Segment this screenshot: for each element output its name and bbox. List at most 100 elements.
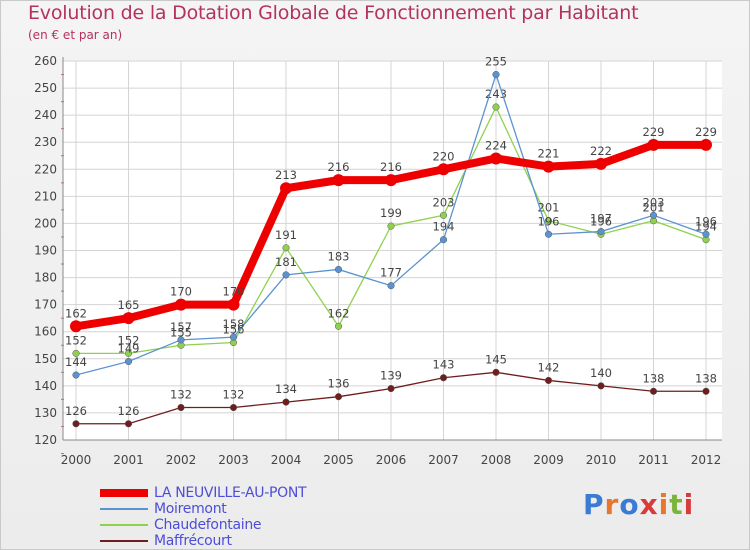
- data-label-chaudefontaine: 201: [643, 201, 665, 215]
- data-label-chaudefontaine: 156: [223, 323, 245, 337]
- data-label-la-neuville-au-pont: 170: [170, 285, 192, 299]
- legend-item: Maffrécourt: [100, 533, 306, 549]
- data-label-la-neuville-au-pont: 216: [380, 160, 402, 174]
- legend-item: Chaudefontaine: [100, 517, 306, 533]
- y-tick-label: 180: [34, 271, 57, 285]
- x-tick-label: 2006: [376, 453, 407, 467]
- data-label-moiremont: 177: [380, 266, 402, 280]
- x-tick-label: 2007: [428, 453, 459, 467]
- legend-label: Moiremont: [154, 501, 227, 517]
- chart-subtitle: (en € et par an): [28, 28, 123, 42]
- data-point-moiremont: [439, 236, 448, 244]
- data-point-chaudefontaine: [439, 211, 448, 219]
- data-point-moiremont: [387, 282, 395, 290]
- data-point-moiremont: [597, 228, 605, 236]
- x-tick-label: 2008: [481, 453, 512, 467]
- data-point-maffr-court: [282, 398, 290, 406]
- data-point-maffr-court: [334, 393, 343, 401]
- y-tick-label: 260: [34, 54, 57, 68]
- data-point-moiremont: [124, 357, 133, 366]
- data-label-moiremont: 183: [328, 249, 350, 263]
- data-label-maffr-court: 132: [170, 388, 192, 402]
- data-label-moiremont: 194: [433, 220, 455, 234]
- data-point-maffr-court: [177, 403, 185, 412]
- data-point-maffr-court: [597, 382, 605, 390]
- data-point-moiremont: [229, 333, 238, 341]
- data-label-chaudefontaine: 201: [538, 201, 560, 215]
- logo-letter: o: [619, 488, 640, 521]
- data-point-la-neuville-au-pont: [700, 138, 712, 151]
- data-point-la-neuville-au-pont: [332, 174, 345, 187]
- data-label-moiremont: 144: [65, 355, 87, 369]
- data-label-chaudefontaine: 196: [590, 214, 612, 228]
- legend-item: Moiremont: [100, 501, 306, 517]
- data-point-la-neuville-au-pont: [175, 298, 187, 311]
- data-label-la-neuville-au-pont: 216: [328, 160, 350, 174]
- x-tick-label: 2000: [61, 453, 92, 467]
- y-tick-label: 160: [34, 325, 57, 339]
- x-tick-label: 2010: [586, 453, 617, 467]
- data-point-la-neuville-au-pont: [227, 298, 240, 311]
- data-label-moiremont: 197: [590, 212, 612, 226]
- x-tick-label: 2002: [166, 453, 197, 467]
- data-point-maffr-court: [702, 387, 710, 395]
- proxiti-logo: Proxiti: [583, 488, 694, 521]
- data-label-maffr-court: 145: [485, 352, 507, 366]
- data-label-moiremont: 158: [223, 317, 245, 331]
- data-label-maffr-court: 134: [275, 382, 297, 396]
- x-tick-label: 2004: [271, 453, 302, 467]
- data-label-la-neuville-au-pont: 229: [643, 125, 665, 139]
- data-point-moiremont: [334, 265, 343, 274]
- data-label-la-neuville-au-pont: 220: [433, 149, 455, 163]
- data-label-la-neuville-au-pont: 213: [275, 168, 297, 182]
- x-tick-label: 2009: [533, 453, 564, 467]
- data-point-la-neuville-au-pont: [595, 157, 607, 170]
- y-tick-label: 210: [34, 189, 57, 203]
- y-tick-label: 130: [34, 406, 57, 420]
- data-label-maffr-court: 126: [65, 404, 87, 418]
- data-label-maffr-court: 143: [433, 358, 455, 372]
- data-label-la-neuville-au-pont: 229: [695, 125, 717, 139]
- data-label-moiremont: 181: [275, 255, 297, 269]
- y-tick-label: 150: [34, 352, 57, 366]
- data-point-la-neuville-au-pont: [542, 160, 555, 173]
- y-tick-label: 250: [34, 81, 57, 95]
- x-tick-label: 2012: [691, 453, 722, 467]
- data-point-moiremont: [702, 230, 710, 238]
- y-tick-label: 200: [34, 216, 57, 230]
- data-point-moiremont: [492, 70, 500, 79]
- data-point-maffr-court: [387, 385, 395, 393]
- y-tick-label: 120: [34, 433, 57, 447]
- y-tick-label: 170: [34, 298, 57, 312]
- data-point-maffr-court: [544, 376, 553, 384]
- data-point-la-neuville-au-pont: [385, 174, 397, 187]
- legend-swatch: [100, 524, 148, 526]
- legend-swatch: [100, 508, 148, 510]
- legend-label: Chaudefontaine: [154, 517, 262, 533]
- data-point-chaudefontaine: [334, 322, 343, 330]
- data-label-chaudefontaine: 191: [275, 228, 297, 242]
- data-label-la-neuville-au-pont: 170: [223, 285, 245, 299]
- data-label-chaudefontaine: 162: [328, 306, 350, 320]
- legend-swatch: [100, 540, 148, 542]
- data-point-moiremont: [282, 271, 290, 279]
- x-tick-label: 2001: [113, 453, 144, 467]
- data-label-la-neuville-au-pont: 222: [590, 144, 612, 158]
- data-point-moiremont: [544, 230, 553, 238]
- data-label-chaudefontaine: 203: [433, 195, 455, 209]
- logo-letter: x: [639, 488, 659, 521]
- data-label-moiremont: 149: [118, 341, 140, 355]
- data-label-moiremont: 196: [695, 214, 717, 228]
- legend-swatch: [100, 489, 148, 497]
- data-label-la-neuville-au-pont: 165: [118, 298, 140, 312]
- data-label-la-neuville-au-pont: 221: [538, 147, 560, 161]
- data-point-moiremont: [649, 211, 658, 219]
- data-point-la-neuville-au-pont: [490, 152, 502, 165]
- data-point-maffr-court: [72, 420, 80, 428]
- data-point-moiremont: [72, 371, 80, 379]
- y-tick-label: 190: [34, 244, 57, 258]
- logo-letter: i: [683, 488, 695, 521]
- x-tick-label: 2005: [323, 453, 354, 467]
- data-point-maffr-court: [124, 420, 133, 428]
